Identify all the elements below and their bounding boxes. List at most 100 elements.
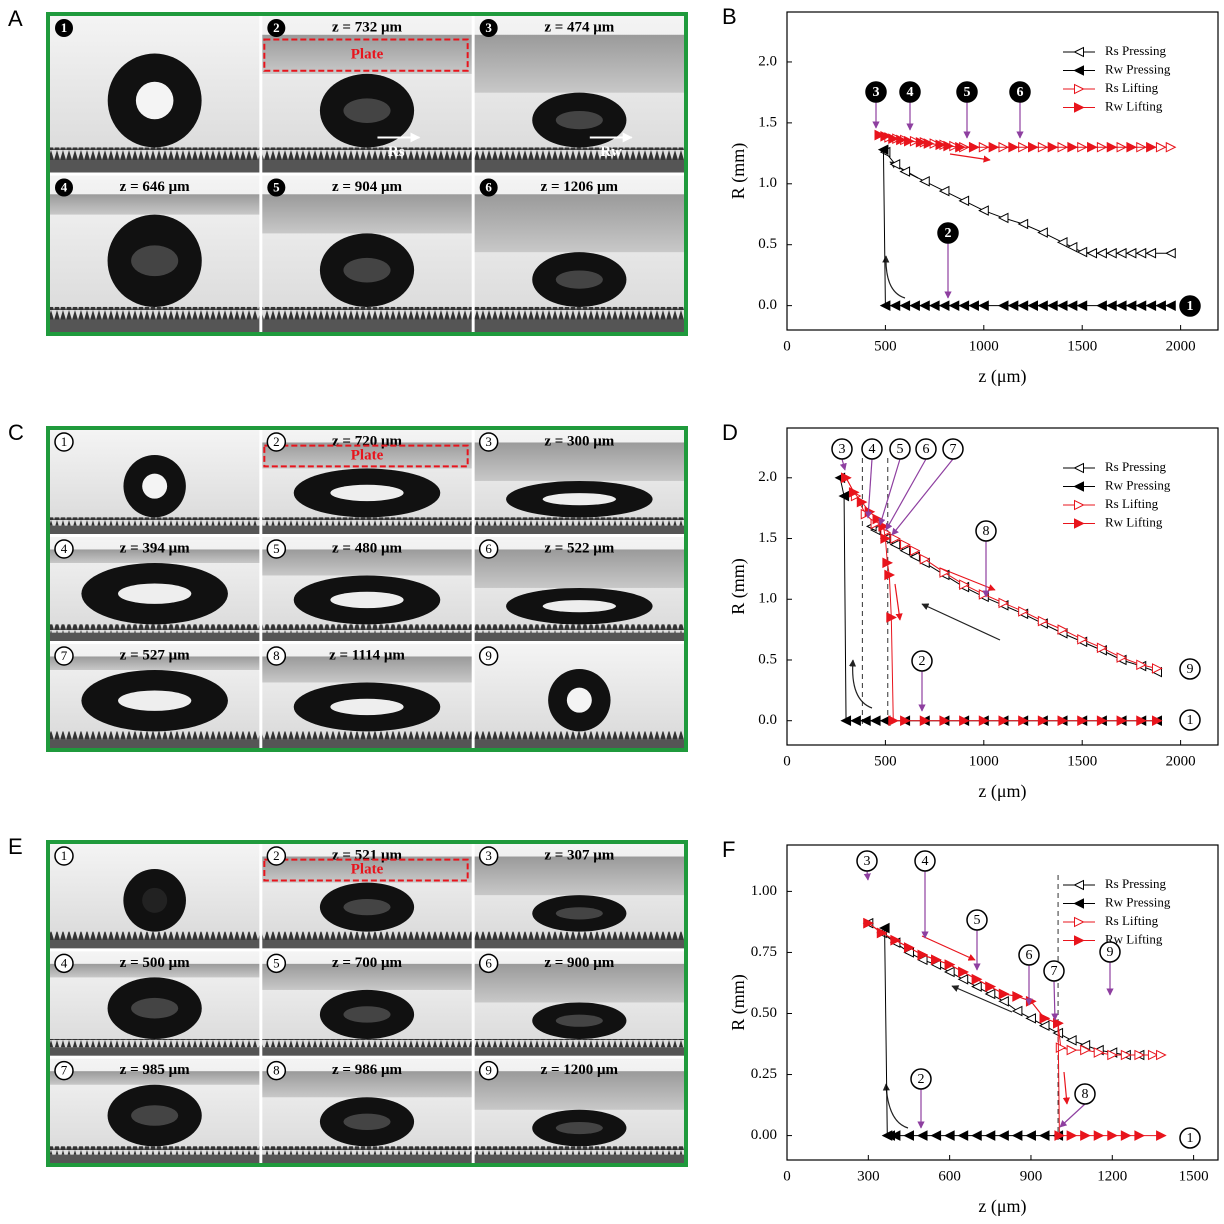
plot-frame — [786, 11, 1219, 331]
photo-caption: z = 900 μm — [544, 955, 614, 971]
data-point — [1145, 247, 1157, 259]
annotation-number: 4 — [922, 854, 929, 869]
data-point — [1047, 141, 1059, 153]
photo-caption: z = 307 μm — [544, 847, 614, 863]
photo: z = 1114 μm 8 — [262, 644, 472, 748]
data-point — [878, 922, 890, 934]
data-point — [1076, 300, 1088, 311]
photo-caption: z = 527 μm — [120, 647, 190, 663]
data-point — [1126, 141, 1138, 153]
substrate-base — [50, 739, 260, 748]
droplet-glint — [135, 81, 174, 120]
photo: z = 904 μm 5 — [262, 175, 472, 332]
annotation-number: 1 — [1187, 1131, 1194, 1146]
data-point — [1057, 715, 1069, 727]
panel-letter: C — [8, 420, 24, 445]
data-point — [848, 487, 860, 498]
data-point — [1037, 300, 1048, 311]
data-point — [876, 927, 888, 939]
photo: z = 394 μm 4 — [50, 537, 260, 641]
droplet-glint — [555, 1121, 603, 1135]
annotation-arrow — [885, 458, 927, 531]
legend-marker — [1074, 935, 1085, 946]
photo: z = 307 μm 3 — [474, 844, 684, 949]
x-tick-label: 1500 — [1067, 338, 1097, 354]
photo-caption: z = 732 μm — [332, 19, 402, 35]
photo: z = 900 μm 6 — [474, 951, 684, 1056]
x-tick-label: 1200 — [1097, 1168, 1127, 1184]
x-tick-label: 600 — [938, 1168, 961, 1184]
data-point — [984, 988, 996, 1000]
legend-marker — [1073, 462, 1084, 474]
annotation-number: 1 — [1187, 299, 1194, 314]
data-point — [1120, 1049, 1132, 1061]
data-point — [863, 917, 874, 929]
substrate — [474, 1038, 684, 1048]
y-tick-label: 0.0 — [758, 712, 777, 728]
data-point — [957, 1130, 969, 1141]
badge-number: 6 — [485, 541, 492, 556]
annotation-number: 8 — [1082, 1087, 1089, 1102]
photo-caption: z = 700 μm — [332, 955, 402, 971]
substrate — [262, 624, 472, 633]
annotation-badge — [899, 81, 921, 103]
data-point — [1038, 1020, 1050, 1032]
annotation-badge — [861, 438, 883, 460]
substrate-base — [262, 739, 472, 748]
data-point — [939, 567, 951, 578]
photo-caption: z = 1114 μm — [329, 647, 405, 663]
data-point — [882, 557, 893, 569]
badge-number: 5 — [273, 541, 280, 556]
data-point — [1106, 247, 1117, 259]
badge-number: 9 — [485, 1063, 492, 1078]
data-point — [930, 1130, 942, 1141]
annotation-number: 6 — [1017, 85, 1024, 100]
droplet-glint — [142, 473, 168, 499]
plate — [262, 194, 472, 234]
data-point — [978, 715, 990, 727]
droplet-glint — [131, 997, 179, 1019]
badge — [54, 432, 74, 452]
badge — [266, 953, 287, 974]
y-tick-label: 2.0 — [758, 469, 777, 485]
photo-caption: z = 646 μm — [120, 179, 190, 195]
plate — [262, 34, 472, 74]
x-axis-label: z (μm) — [978, 366, 1026, 387]
data-point — [1145, 300, 1157, 311]
x-tick-label: 0 — [783, 1168, 791, 1184]
photo-caption: z = 1206 μm — [541, 179, 619, 195]
annotation-badge — [1018, 944, 1040, 966]
photo: z = 985 μm 7 — [50, 1058, 260, 1163]
y-tick-label: 1.0 — [758, 591, 777, 607]
droplet-glint — [343, 98, 391, 123]
x-axis-label: z (μm) — [978, 1196, 1026, 1217]
badge — [479, 19, 498, 37]
radius-label: Rs — [388, 144, 405, 160]
data-point — [1147, 1049, 1159, 1061]
data-point — [1135, 247, 1147, 259]
photo: z = 527 μm 7 — [50, 644, 260, 748]
data-point — [890, 934, 902, 946]
x-tick-label: 2000 — [1166, 753, 1196, 769]
data-point — [1096, 300, 1107, 311]
data-point — [1093, 1047, 1105, 1058]
data-point — [1106, 141, 1118, 153]
annotation-badge — [942, 438, 964, 460]
data-point — [1012, 991, 1024, 1002]
data-point — [1080, 1044, 1091, 1056]
data-point — [998, 995, 1009, 1007]
substrate-base — [474, 632, 684, 641]
droplet-glint — [330, 484, 404, 502]
badge — [55, 19, 73, 37]
trend-arrow — [921, 603, 1001, 641]
y-tick-label: 1.5 — [758, 114, 777, 130]
photo-caption: z = 500 μm — [120, 955, 190, 971]
annotation-badge — [956, 81, 978, 103]
plate — [50, 963, 260, 978]
data-point — [968, 300, 979, 311]
substrate-base — [50, 1047, 260, 1056]
annotation-number: 6 — [923, 442, 930, 457]
data-point — [1076, 246, 1088, 258]
plate — [474, 1071, 684, 1110]
data-point — [919, 715, 931, 727]
